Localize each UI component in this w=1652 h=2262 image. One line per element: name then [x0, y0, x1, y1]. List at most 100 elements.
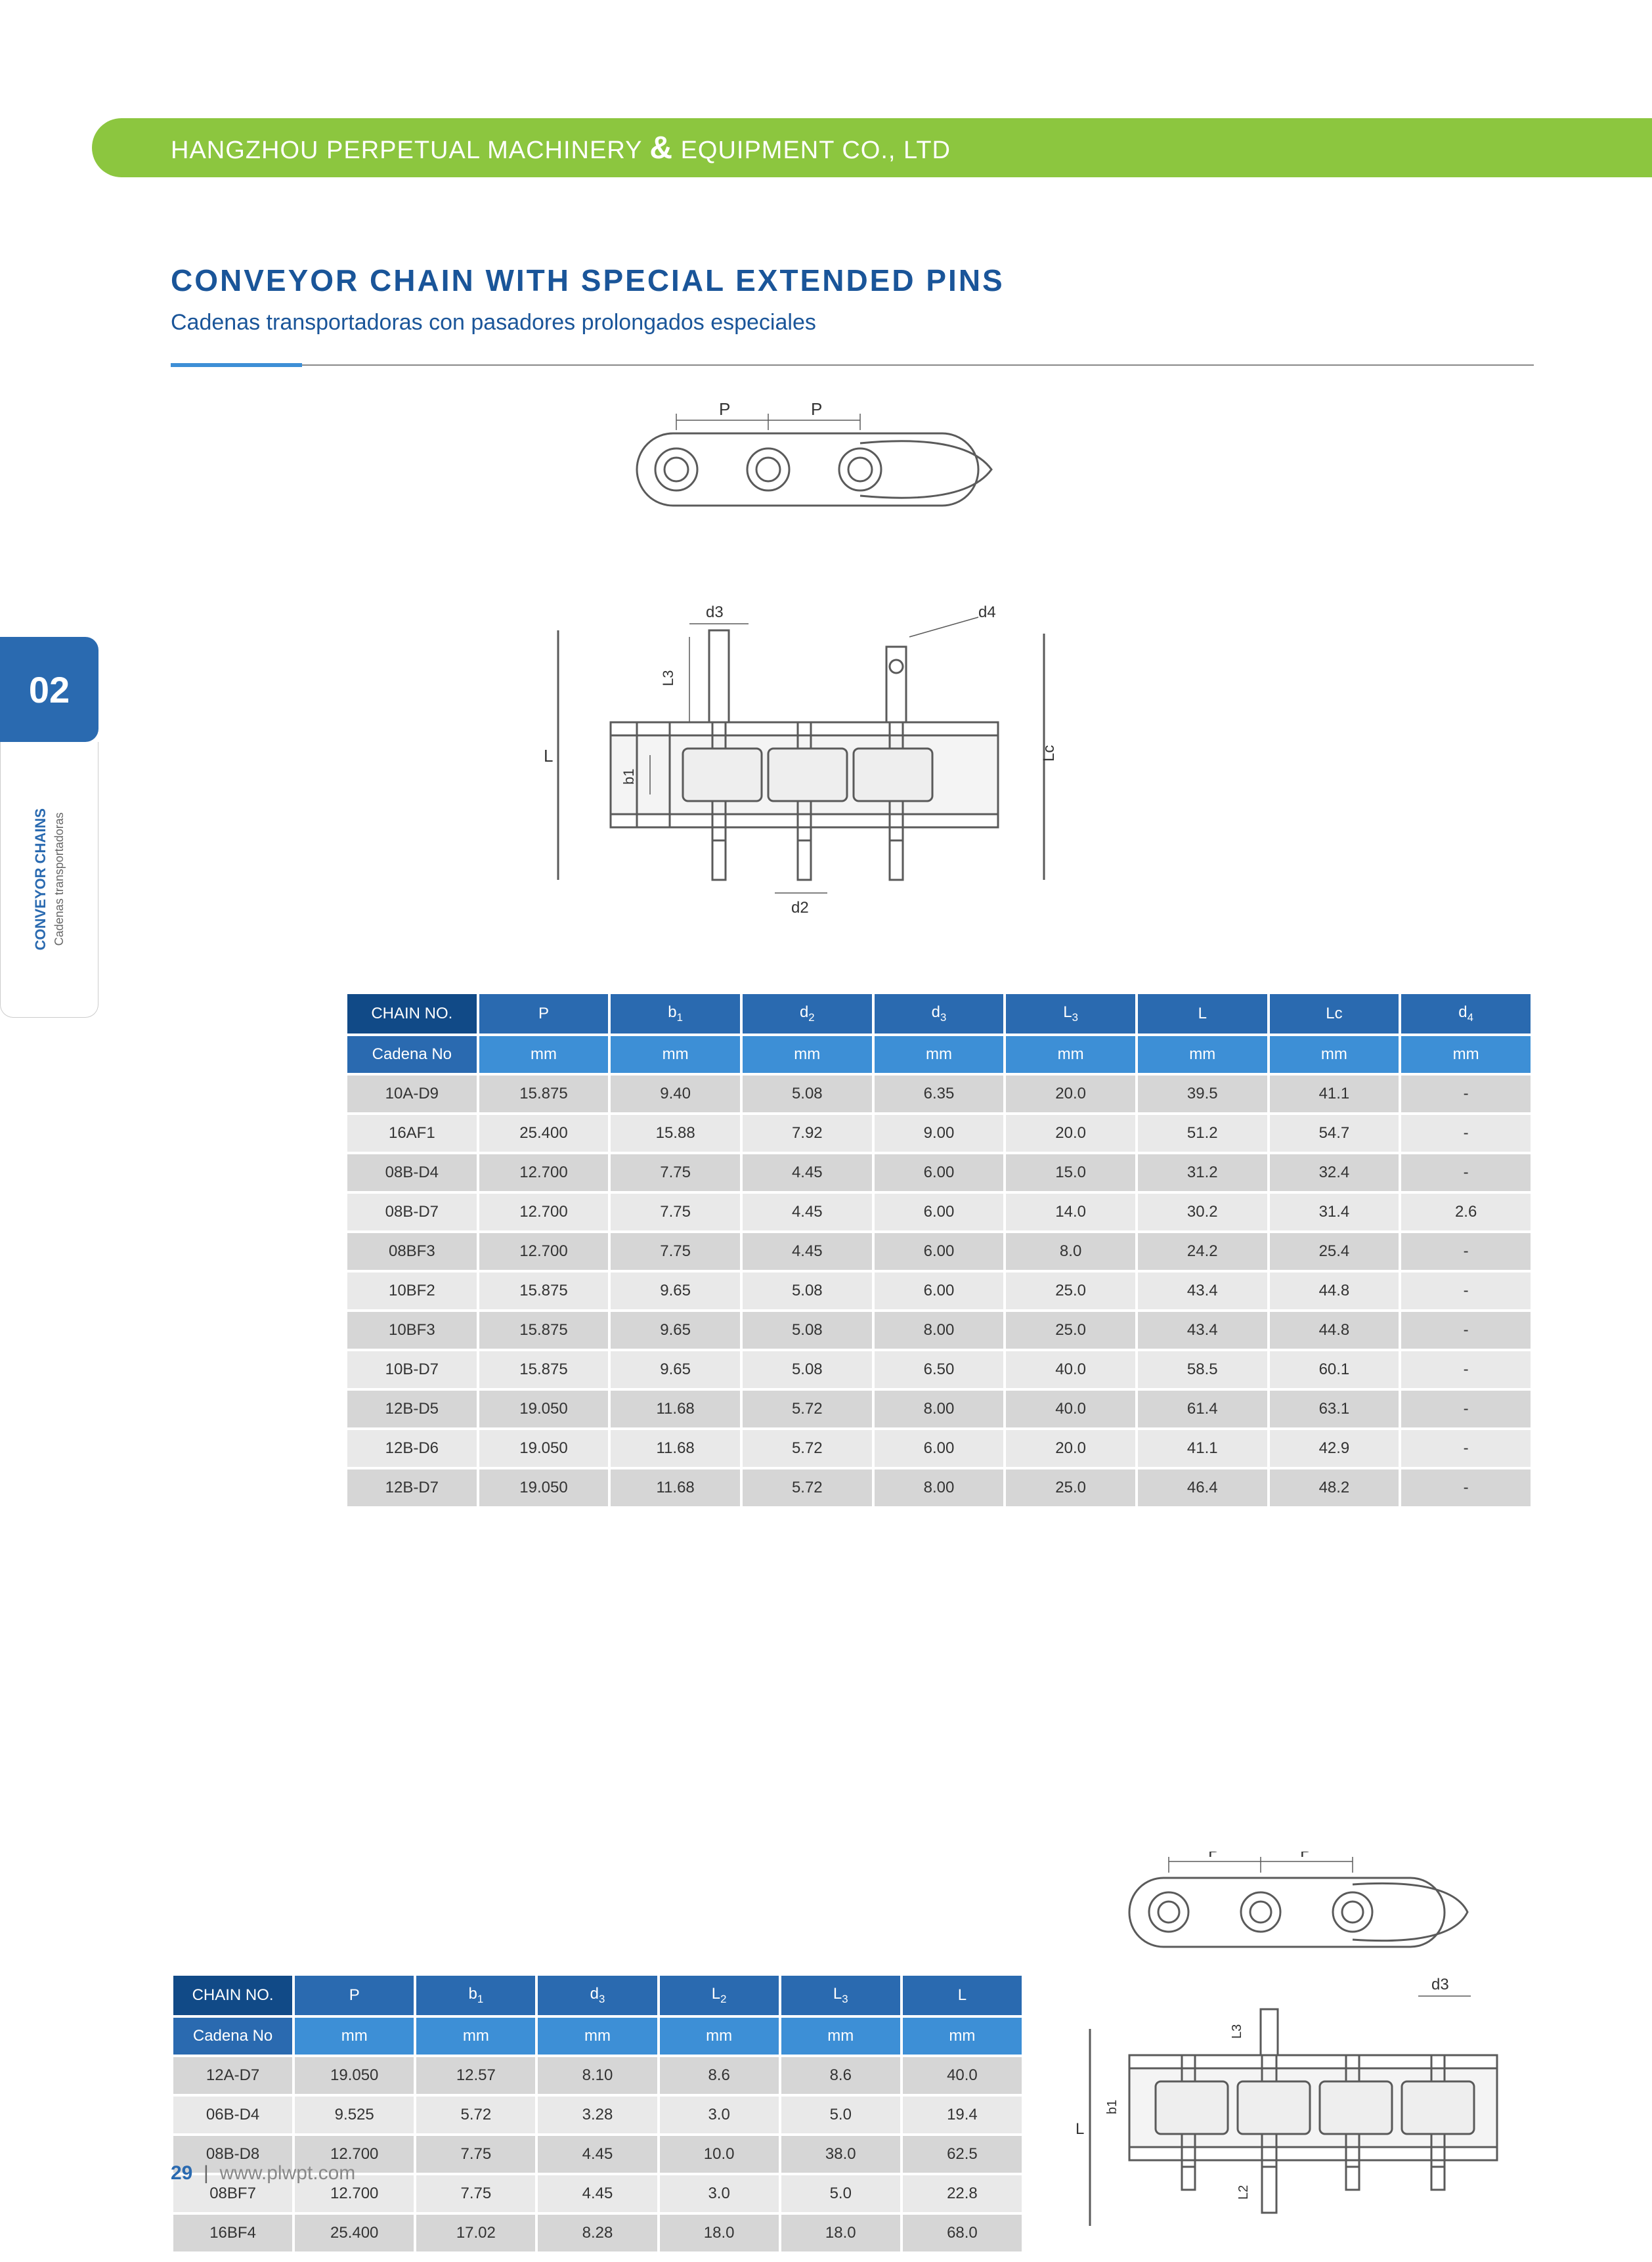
cell: 4.45: [741, 1192, 873, 1232]
cell: 18.0: [659, 2213, 780, 2253]
page-title: CONVEYOR CHAIN WITH SPECIAL EXTENDED PIN…: [171, 263, 1534, 298]
section-label-es: Cadenas transportadoras: [53, 813, 66, 946]
table-row: 12B-D719.05011.685.728.0025.046.448.2-: [346, 1468, 1532, 1508]
cell: 8.6: [659, 2056, 780, 2095]
cell: 19.050: [478, 1429, 610, 1468]
cell: 40.0: [1005, 1350, 1137, 1389]
cell: 17.02: [415, 2213, 536, 2253]
heading-divider: [171, 364, 1534, 366]
svg-text:d3: d3: [706, 603, 724, 621]
cell: 6.00: [873, 1232, 1005, 1271]
cell: 4.45: [741, 1153, 873, 1192]
col-unit: mm: [873, 1035, 1005, 1074]
cell: -: [1400, 1074, 1532, 1114]
cell: 9.65: [609, 1271, 741, 1311]
col-header: b1: [609, 993, 741, 1035]
cell: 15.875: [478, 1271, 610, 1311]
cell: 12.700: [478, 1153, 610, 1192]
cell: 63.1: [1269, 1389, 1401, 1429]
cell: 08B-D4: [346, 1153, 478, 1192]
col-unit: mm: [1269, 1035, 1401, 1074]
cell: 42.9: [1269, 1429, 1401, 1468]
cell: 48.2: [1269, 1468, 1401, 1508]
table-row: 10A-D915.8759.405.086.3520.039.541.1-: [346, 1074, 1532, 1114]
cell: -: [1400, 1232, 1532, 1271]
cell: 25.0: [1005, 1311, 1137, 1350]
section-number: 02: [0, 637, 98, 742]
col-header: d2: [741, 993, 873, 1035]
cell: 20.0: [1005, 1429, 1137, 1468]
cell: 3.28: [536, 2095, 658, 2135]
col-header: b1: [415, 1974, 536, 2016]
footer-divider: |: [198, 2162, 220, 2184]
cell: 5.72: [741, 1429, 873, 1468]
col-header: P: [478, 993, 610, 1035]
cell: 46.4: [1137, 1468, 1269, 1508]
cell: -: [1400, 1468, 1532, 1508]
cell: -: [1400, 1114, 1532, 1153]
cell: 5.08: [741, 1271, 873, 1311]
cell: 25.400: [293, 2213, 415, 2253]
cell: 7.75: [415, 2135, 536, 2174]
cell: 25.400: [478, 1114, 610, 1153]
cell: 5.72: [741, 1389, 873, 1429]
table-row: 12A-D719.05012.578.108.68.640.0: [172, 2056, 1023, 2095]
cell: -: [1400, 1311, 1532, 1350]
heading-divider-accent: [171, 363, 302, 367]
cell: 5.72: [415, 2095, 536, 2135]
svg-text:Lc: Lc: [1040, 745, 1058, 762]
cell: 4.45: [741, 1232, 873, 1271]
cell: 6.50: [873, 1350, 1005, 1389]
cell: 22.8: [902, 2174, 1023, 2213]
col-header: L: [902, 1974, 1023, 2016]
cell: 12B-D7: [346, 1468, 478, 1508]
cell: 6.00: [873, 1271, 1005, 1311]
cell: 39.5: [1137, 1074, 1269, 1114]
col-header: CHAIN NO.: [172, 1974, 293, 2016]
col-header: L2: [659, 1974, 780, 2016]
cell: 9.00: [873, 1114, 1005, 1153]
col-unit: Cadena No: [172, 2016, 293, 2056]
cell: -: [1400, 1429, 1532, 1468]
cell: 12A-D7: [172, 2056, 293, 2095]
svg-text:P: P: [1208, 1852, 1219, 1861]
cell: 15.875: [478, 1350, 610, 1389]
col-unit: mm: [293, 2016, 415, 2056]
table-row: 16AF125.40015.887.929.0020.051.254.7-: [346, 1114, 1532, 1153]
cell: 40.0: [902, 2056, 1023, 2095]
spec-table-2: CHAIN NO.Pb1d3L2L3L Cadena Nommmmmmmmmmm…: [171, 1973, 1024, 2254]
col-unit: mm: [741, 1035, 873, 1074]
svg-text:d4: d4: [978, 603, 996, 621]
cell: -: [1400, 1389, 1532, 1429]
cell: 7.75: [609, 1232, 741, 1271]
cell: 19.4: [902, 2095, 1023, 2135]
cell: 12.57: [415, 2056, 536, 2095]
cell: 41.1: [1269, 1074, 1401, 1114]
cell: 4.45: [536, 2174, 658, 2213]
col-unit: mm: [780, 2016, 902, 2056]
side-tab: 02 CONVEYOR CHAINS Cadenas transportador…: [0, 637, 98, 1018]
col-unit: mm: [478, 1035, 610, 1074]
cell: 20.0: [1005, 1114, 1137, 1153]
cell: 15.875: [478, 1311, 610, 1350]
cell: 7.75: [609, 1192, 741, 1232]
cell: 8.00: [873, 1311, 1005, 1350]
cell: 6.35: [873, 1074, 1005, 1114]
cell: 10.0: [659, 2135, 780, 2174]
cell: 25.0: [1005, 1468, 1137, 1508]
svg-text:L3: L3: [1230, 2024, 1244, 2039]
cell: 5.08: [741, 1074, 873, 1114]
cell: 16AF1: [346, 1114, 478, 1153]
cell: 5.72: [741, 1468, 873, 1508]
cell: 51.2: [1137, 1114, 1269, 1153]
footer-url: www.plwpt.com: [220, 2162, 356, 2184]
col-unit: mm: [415, 2016, 536, 2056]
col-header: L3: [780, 1974, 902, 2016]
cell: 06B-D4: [172, 2095, 293, 2135]
cell: 19.050: [293, 2056, 415, 2095]
table-row: 06B-D49.5255.723.283.05.019.4: [172, 2095, 1023, 2135]
cell: 12.700: [478, 1192, 610, 1232]
cell: 9.65: [609, 1311, 741, 1350]
section-label: CONVEYOR CHAINS Cadenas transportadoras: [0, 742, 98, 1018]
spec-table-1: CHAIN NO.Pb1d2d3L3LLcd4 Cadena Nommmmmmm…: [345, 991, 1533, 1509]
